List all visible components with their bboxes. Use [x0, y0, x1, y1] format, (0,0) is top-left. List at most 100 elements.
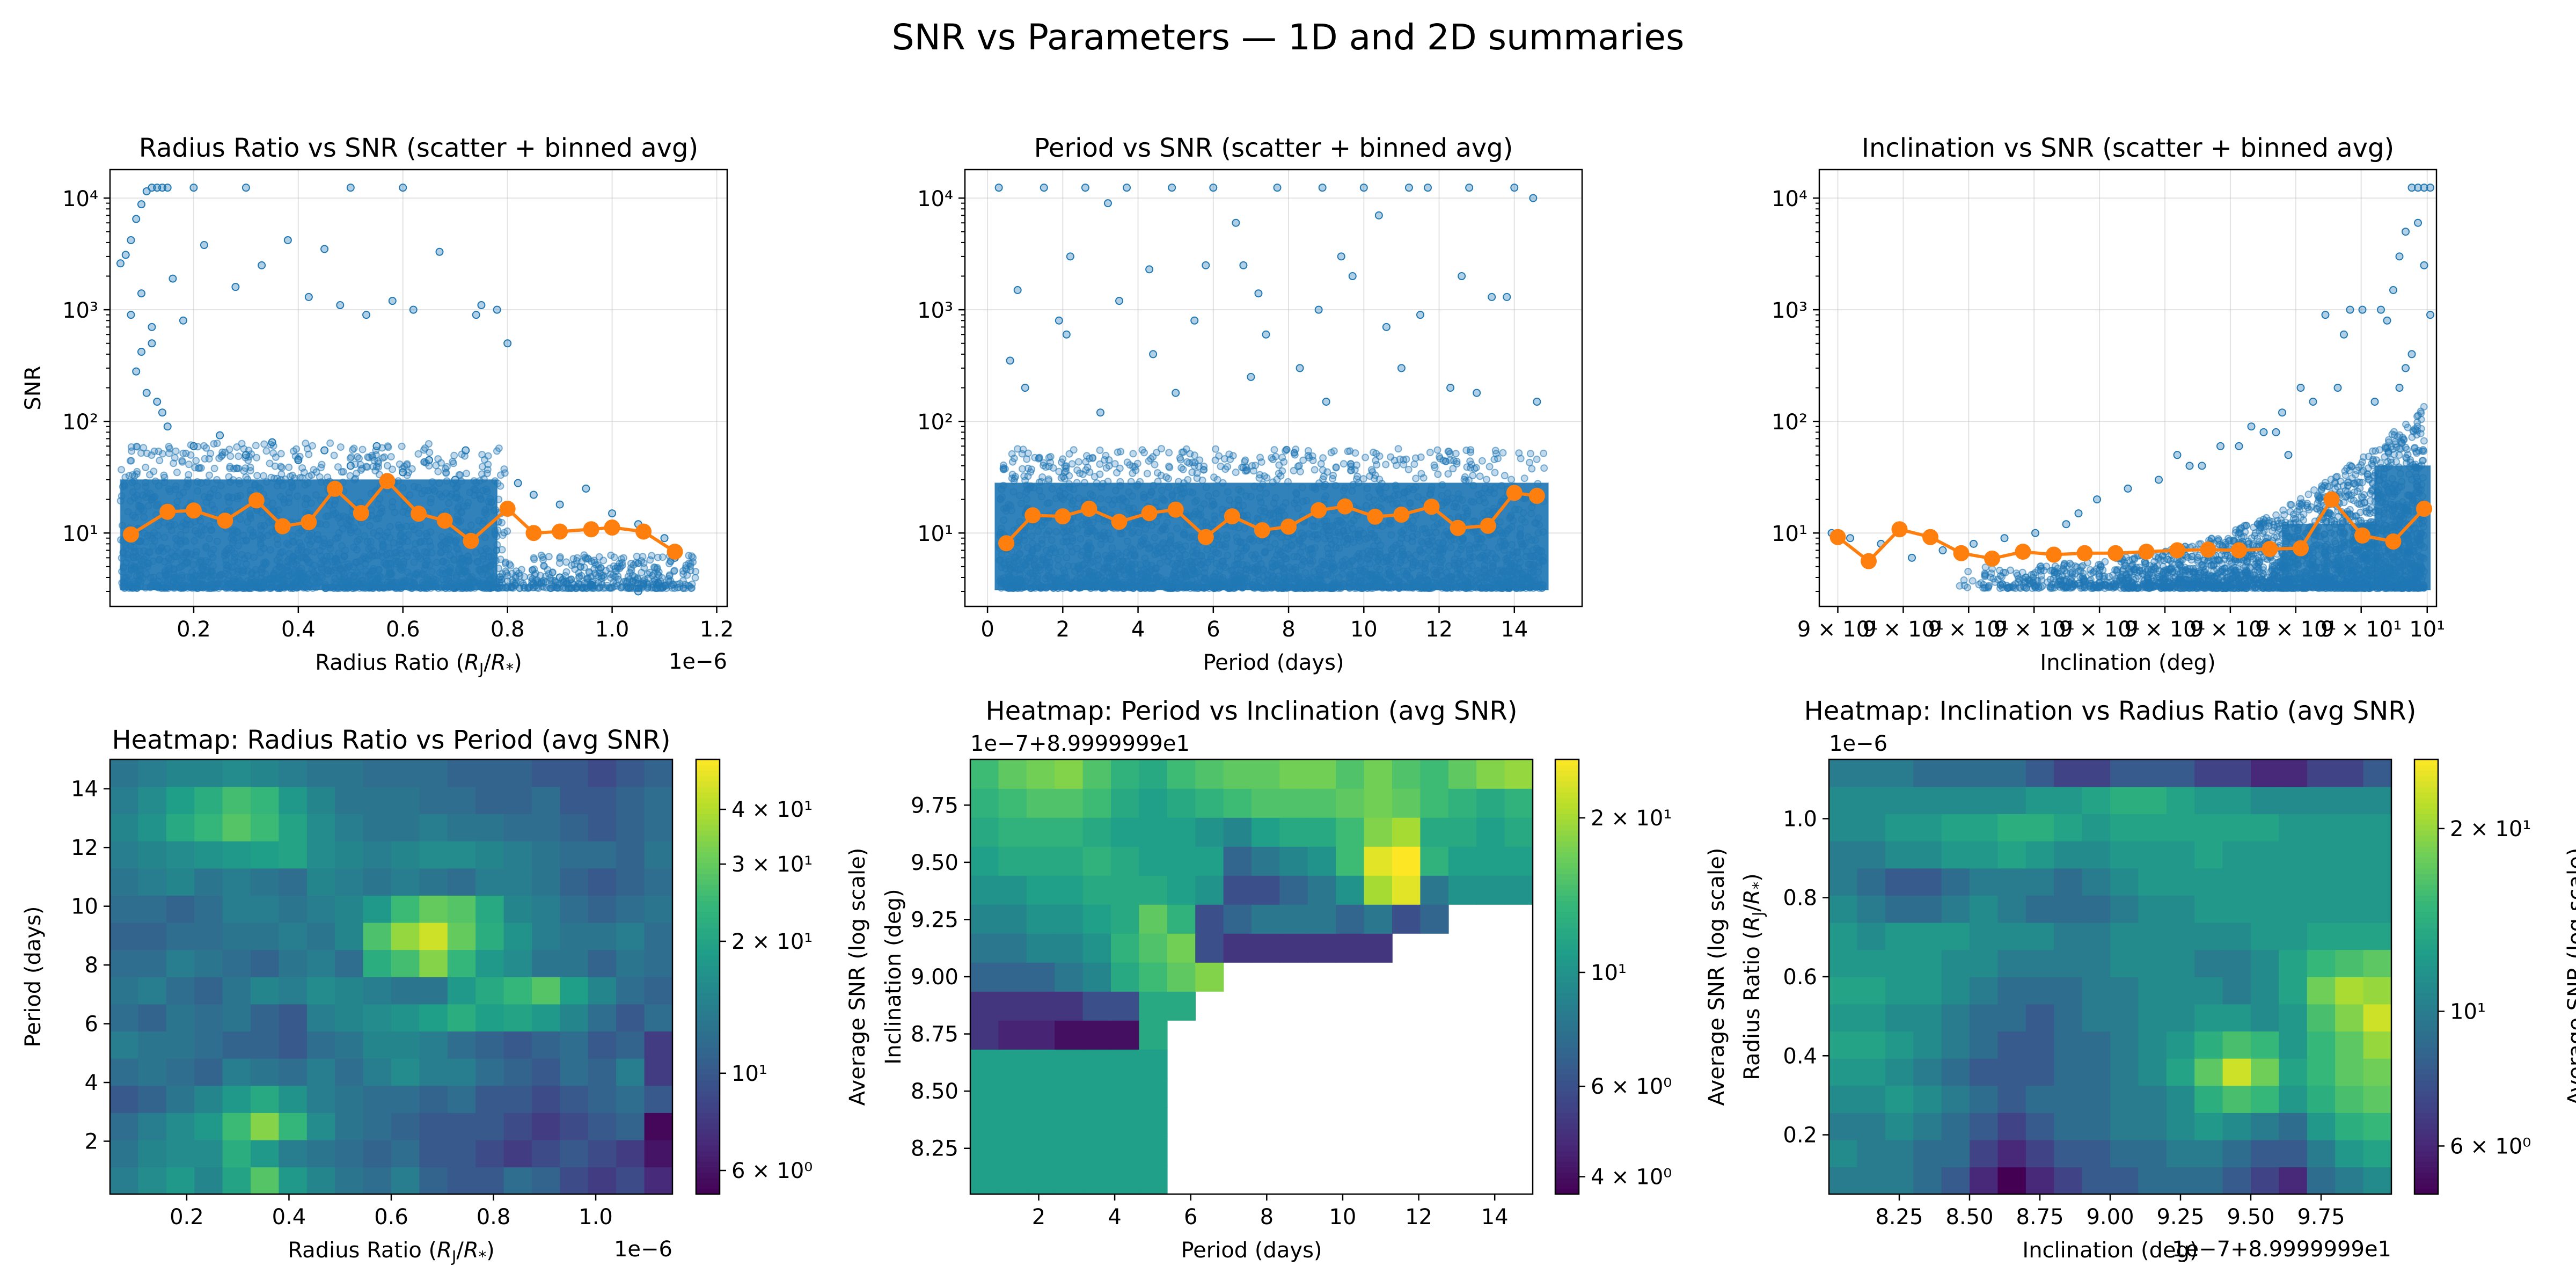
scatter-dot — [187, 451, 195, 459]
scatter-point — [1296, 364, 1304, 372]
scatter-dot — [235, 452, 243, 460]
scatter-dot — [421, 444, 429, 452]
scatter-dot — [1444, 470, 1452, 478]
scatter-dot — [403, 460, 411, 468]
scatter-point — [1374, 211, 1383, 219]
scatter-point — [1066, 252, 1074, 261]
scatter-dot — [1158, 445, 1165, 453]
scatter-point — [1247, 372, 1255, 381]
scatter-dot — [574, 580, 582, 588]
scatter-dot — [598, 574, 606, 582]
scatter-dot — [1294, 463, 1302, 471]
scatter-point — [1081, 184, 1089, 192]
scatter-dot — [172, 447, 180, 455]
scatter-dot — [1269, 456, 1277, 464]
scatter-dot — [398, 442, 406, 450]
scatter-dot — [146, 471, 154, 479]
scatter-dot — [1023, 455, 1031, 463]
x-tick-label: 8 — [1282, 617, 1295, 642]
scatter-point — [121, 251, 130, 259]
scatter-dot — [1001, 465, 1009, 473]
binned-avg-point — [301, 514, 317, 531]
binned-avg-point — [185, 502, 202, 519]
binned-avg-point — [379, 473, 396, 489]
scatter-dot — [1199, 466, 1208, 474]
binned-avg-point — [1311, 502, 1327, 518]
scatter-dot — [1114, 448, 1122, 456]
scatter-dot — [1452, 450, 1460, 458]
scatter-point — [425, 456, 433, 464]
scatter-dot — [1113, 469, 1121, 477]
scatter-dot — [1382, 460, 1390, 469]
scatter-dot — [669, 580, 677, 588]
scatter-dot — [1317, 460, 1325, 468]
scatter-dot — [1329, 474, 1336, 482]
binned-avg-point — [1055, 508, 1071, 525]
scatter-dot — [481, 456, 488, 464]
scatter-dot — [277, 463, 285, 471]
binned-avg-point — [353, 504, 369, 521]
scatter-dot — [1111, 460, 1119, 468]
scatter-dot — [178, 458, 186, 466]
binned-avg-point — [217, 513, 233, 529]
y-tick-label: 10¹ — [917, 522, 953, 546]
scatter-point — [514, 479, 522, 487]
scatter-dot — [1057, 474, 1065, 482]
scatter-dot — [1417, 453, 1425, 461]
scatter-point — [1239, 261, 1248, 269]
scatter-dot — [529, 566, 537, 574]
scatter-dot — [1526, 450, 1534, 458]
scatter-dot — [686, 567, 694, 574]
scatter-dot — [580, 551, 588, 559]
scatter-dot — [253, 472, 261, 480]
scatter-point — [1232, 218, 1240, 227]
scatter-point — [169, 274, 177, 283]
binned-avg-point — [463, 532, 479, 549]
scatter-point — [1168, 184, 1176, 192]
scatter-dot — [1153, 469, 1161, 477]
scatter-dot — [266, 459, 274, 467]
scatter-point — [1055, 316, 1063, 325]
scatter-point — [1446, 384, 1455, 392]
scatter-dot — [1278, 453, 1286, 462]
scatter-point — [283, 236, 292, 244]
scatter-density-band — [994, 482, 1549, 591]
binned-avg-point — [635, 523, 652, 540]
scatter-point — [1488, 292, 1496, 301]
scatter-dot — [1212, 445, 1220, 453]
scatter-dot — [252, 442, 260, 450]
binned-avg-point — [604, 519, 620, 536]
scatter-dot — [504, 572, 512, 580]
scatter-dot — [383, 462, 391, 470]
scatter-dot — [1370, 448, 1377, 456]
scatter-dot — [1465, 476, 1473, 484]
binned-avg-point — [1506, 485, 1523, 501]
scatter-dot — [1232, 469, 1240, 477]
x-tick-label: 0.4 — [281, 617, 316, 642]
scatter-dot — [300, 469, 308, 477]
scatter-point — [163, 422, 172, 431]
scatter-dot — [309, 442, 316, 450]
scatter-dot — [1433, 446, 1441, 454]
scatter-dot — [607, 584, 615, 592]
binned-avg-point — [1393, 507, 1410, 523]
scatter-dot — [1151, 460, 1159, 469]
scatter-point — [1013, 286, 1022, 295]
scatter-dot — [330, 451, 338, 459]
scatter-dot — [1299, 456, 1307, 464]
scatter-dot — [1270, 446, 1278, 454]
scatter-point — [1202, 261, 1210, 269]
scatter-dot — [538, 582, 546, 590]
scatter-dot — [197, 464, 205, 472]
binned-avg-point — [583, 521, 599, 538]
binned-avg-point — [248, 492, 265, 509]
scatter-dot — [1275, 461, 1283, 469]
y-tick-label: 10⁴ — [917, 187, 953, 211]
scatter-point — [493, 305, 501, 314]
scatter-dot — [648, 572, 656, 580]
scatter-dot — [1499, 449, 1507, 457]
binned-avg-point — [1423, 499, 1440, 515]
scatter-point — [660, 534, 669, 543]
